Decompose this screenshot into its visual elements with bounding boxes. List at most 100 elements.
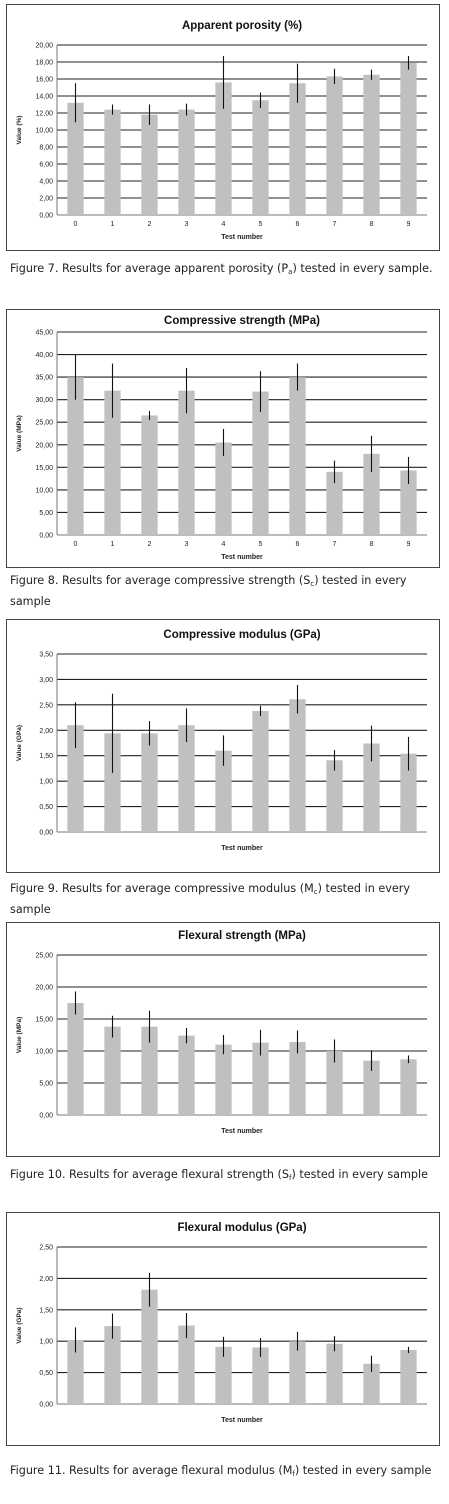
y-tick-label: 20,00 — [35, 442, 53, 449]
x-tick-label: 5 — [259, 541, 263, 548]
bar — [67, 1339, 84, 1404]
bar — [252, 100, 269, 215]
y-tick-label: 3,50 — [39, 652, 53, 659]
chart-title: Apparent porosity (%) — [182, 20, 302, 32]
x-tick-label: 0 — [74, 541, 78, 548]
x-tick-label: 6 — [296, 221, 300, 228]
caption-figure-9: Figure 9. Results for average compressiv… — [10, 880, 438, 918]
bar — [252, 391, 269, 535]
chart-title: Compressive strength (MPa) — [164, 315, 320, 327]
y-tick-label: 4,00 — [39, 179, 53, 186]
bar — [252, 710, 269, 832]
caption-subscript: f — [289, 1174, 292, 1182]
bar — [141, 415, 158, 535]
bar — [67, 725, 84, 832]
chart-frame-9: Compressive modulus (GPa) 0,00 0,50 1,00 1,5… — [6, 619, 440, 873]
y-tick-label: 20,00 — [35, 43, 53, 50]
caption-text: Figure 8. Results for average compressiv… — [10, 574, 311, 587]
y-tick-label: 12,00 — [35, 111, 53, 118]
x-tick-label: 4 — [222, 221, 226, 228]
bar — [326, 760, 343, 832]
x-tick-label: 5 — [259, 221, 263, 228]
y-tick-label: 40,00 — [35, 352, 53, 359]
caption-figure-11: Figure 11. Results for average flexural … — [10, 1462, 438, 1483]
chart-frame-8: Compressive strength (MPa) 0,00 5,00 10,00 1… — [6, 309, 440, 568]
y-tick-label: 5,00 — [39, 510, 53, 517]
y-tick-label: 2,00 — [39, 196, 53, 203]
y-tick-label: 15,00 — [35, 1017, 53, 1024]
y-axis-label: Value (MPa) — [16, 415, 23, 451]
bar — [141, 1026, 158, 1115]
bar — [141, 733, 158, 832]
y-tick-label: 1,50 — [39, 1307, 53, 1314]
bar — [363, 1060, 380, 1115]
y-tick-label: 15,00 — [35, 465, 53, 472]
y-tick-label: 0,00 — [39, 1113, 53, 1120]
caption-figure-7: Figure 7. Results for average apparent p… — [10, 260, 438, 281]
bar — [141, 114, 158, 215]
y-tick-label: 10,00 — [35, 128, 53, 135]
x-tick-label: 8 — [370, 541, 374, 548]
x-tick-label: 7 — [333, 541, 337, 548]
caption-subscript: f — [292, 1470, 295, 1478]
caption-subscript: c — [310, 580, 315, 588]
y-tick-label: 1,50 — [39, 753, 53, 760]
x-tick-label: 7 — [333, 221, 337, 228]
x-tick-label: 1 — [111, 541, 115, 548]
caption-subscript: c — [313, 888, 318, 896]
bar — [363, 1363, 380, 1404]
y-tick-label: 16,00 — [35, 77, 53, 84]
x-tick-label: 9 — [407, 221, 411, 228]
bar — [400, 1349, 417, 1404]
y-tick-label: 0,50 — [39, 1370, 53, 1377]
y-tick-label: 14,00 — [35, 94, 53, 101]
bar — [178, 1325, 195, 1404]
chart-frame-11: Flexural modulus (GPa) 0,00 0,50 1,00 1,50 2,… — [6, 1212, 440, 1446]
bar — [104, 109, 121, 215]
caption-figure-10: Figure 10. Results for average flexural … — [10, 1166, 438, 1187]
bar — [104, 733, 121, 832]
caption-text: Figure 7. Results for average apparent p… — [10, 262, 289, 275]
caption-text-end: ) tested in every sample. — [292, 262, 433, 275]
chart-compressive-modulus: Compressive modulus (GPa) 0,00 0,50 1,00 1,5… — [16, 629, 427, 852]
x-axis-label: Test number — [221, 1417, 263, 1424]
bar — [104, 1326, 121, 1404]
y-tick-label: 1,00 — [39, 1339, 53, 1346]
bar — [289, 699, 306, 832]
bar — [326, 76, 343, 215]
bar — [215, 750, 232, 832]
chart-compressive-strength: Compressive strength (MPa) 0,00 5,00 10,00 1… — [16, 315, 427, 561]
y-tick-label: 0,00 — [39, 533, 53, 540]
y-tick-label: 6,00 — [39, 162, 53, 169]
bar — [289, 1341, 306, 1404]
bar — [326, 1051, 343, 1115]
y-tick-label: 2,50 — [39, 702, 53, 709]
x-axis-label: Test number — [221, 554, 263, 561]
bar — [178, 725, 195, 832]
x-axis-label: Test number — [221, 845, 263, 852]
bar — [104, 390, 121, 535]
y-tick-label: 8,00 — [39, 145, 53, 152]
bar — [289, 1042, 306, 1115]
bar — [215, 442, 232, 535]
bar — [215, 1346, 232, 1404]
chart-frame-7: Apparent porosity (%) 0,00 2,00 4,00 6,00 8,0… — [6, 4, 440, 251]
x-tick-label: 2 — [148, 221, 152, 228]
y-tick-label: 45,00 — [35, 330, 53, 337]
y-tick-label: 35,00 — [35, 375, 53, 382]
x-axis-label: Test number — [221, 234, 263, 241]
y-tick-label: 1,00 — [39, 779, 53, 786]
chart-title: Flexural modulus (GPa) — [177, 1222, 306, 1234]
bar — [400, 62, 417, 215]
x-axis-label: Test number — [221, 1128, 263, 1135]
y-tick-label: 5,00 — [39, 1081, 53, 1088]
bar — [67, 377, 84, 535]
bar — [178, 1035, 195, 1115]
bar — [400, 753, 417, 832]
bar — [178, 390, 195, 535]
x-tick-label: 1 — [111, 221, 115, 228]
caption-text-end: ) tested in every sample — [10, 574, 407, 608]
chart-apparent-porosity: Apparent porosity (%) 0,00 2,00 4,00 6,00 8,0… — [16, 20, 427, 241]
x-tick-label: 3 — [185, 221, 189, 228]
x-tick-label: 9 — [407, 541, 411, 548]
